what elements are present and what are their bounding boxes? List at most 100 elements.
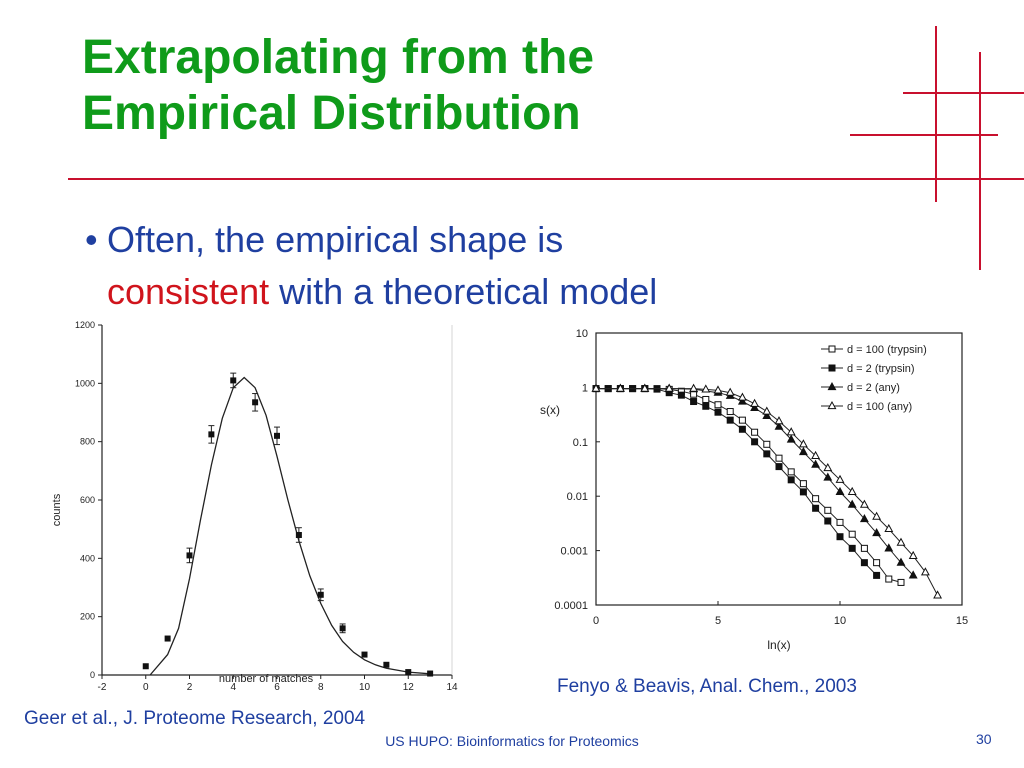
data-point	[252, 399, 259, 406]
series-marker	[786, 427, 796, 436]
series-marker	[896, 537, 906, 546]
x-tick-label: 4	[230, 682, 236, 693]
data-point	[295, 532, 302, 538]
series-marker	[896, 557, 906, 566]
series-marker	[714, 408, 722, 416]
data-point	[361, 651, 368, 658]
series-marker	[798, 446, 808, 456]
x-tick-label: 10	[834, 615, 846, 627]
page-number: 30	[976, 731, 992, 747]
y-tick-label: 0.001	[560, 546, 588, 558]
y-tick-label: 0.1	[573, 437, 588, 449]
series-marker	[762, 410, 772, 419]
slide-footer: US HUPO: Bioinformatics for Proteomics	[385, 733, 639, 749]
series-marker	[920, 567, 930, 576]
bullet-line-2: consistent with a theoretical model	[107, 266, 845, 318]
series-marker	[762, 406, 772, 415]
series-marker	[848, 530, 856, 538]
x-tick-label: 0	[593, 615, 599, 627]
deco-horizontal-line-2	[850, 134, 998, 136]
series-marker	[812, 504, 820, 512]
series-marker	[873, 571, 881, 579]
data-point	[208, 431, 215, 438]
series-marker	[828, 364, 836, 372]
y-tick-label: 1000	[75, 378, 95, 388]
series-marker	[859, 514, 869, 523]
data-point	[164, 635, 171, 642]
deco-vertical-line-2	[979, 52, 981, 270]
y-tick-label: 0	[90, 670, 95, 680]
series-marker	[933, 590, 943, 599]
y-tick-label: 600	[80, 495, 95, 505]
series-marker	[751, 428, 759, 436]
legend-label: d = 100 (any)	[847, 401, 912, 413]
y-tick-label: 400	[80, 553, 95, 563]
series-marker	[860, 559, 868, 567]
series-marker	[690, 398, 698, 406]
series-marker	[885, 575, 893, 583]
series-marker	[847, 499, 857, 508]
emphasis-word: consistent	[107, 271, 270, 312]
series-marker	[713, 385, 723, 394]
data-point	[427, 670, 434, 677]
slide-title-line-2: Empirical Distribution	[82, 87, 581, 140]
series-marker	[848, 544, 856, 552]
series-marker	[873, 559, 881, 567]
series-marker	[701, 384, 711, 393]
series-marker	[835, 486, 845, 495]
y-tick-label: 200	[80, 612, 95, 622]
y-tick-labels: 0.0001 0.001 0.01 0.1 1 10	[554, 328, 600, 612]
x-tick-labels: -2 0 2 4 6 8 10 12 14	[98, 675, 458, 693]
series-group	[591, 383, 943, 599]
series-line	[596, 388, 902, 583]
series-marker	[774, 421, 784, 430]
series-marker	[787, 476, 795, 484]
series-marker	[836, 518, 844, 526]
slide-title-line-1: Extrapolating from the	[82, 31, 595, 84]
series-marker	[751, 438, 759, 446]
y-axis-label: counts	[51, 493, 63, 526]
series-marker	[823, 472, 833, 481]
series-marker	[689, 383, 699, 392]
bullet-marker: •	[85, 219, 98, 260]
plot-frame	[595, 332, 963, 606]
series-marker	[726, 416, 734, 424]
series-marker	[836, 533, 844, 541]
series-marker	[872, 511, 882, 520]
series-marker	[812, 495, 820, 503]
y-tick-label: 1	[582, 382, 588, 394]
series-marker	[775, 454, 783, 462]
data-point	[317, 591, 324, 598]
y-tick-label: 800	[80, 437, 95, 447]
bullet-line-1: Often, the empirical shape is	[107, 219, 564, 260]
series-marker	[725, 387, 735, 396]
series-marker	[775, 463, 783, 471]
y-tick-label: 0.01	[567, 491, 588, 503]
series-marker	[847, 486, 857, 495]
series-marker	[615, 383, 625, 392]
x-tick-label: 6	[274, 682, 280, 693]
series-marker	[714, 401, 722, 409]
data-point	[230, 377, 237, 384]
y-tick-labels: 0 200 400 600 800 1000 1200	[75, 320, 102, 680]
series-marker	[774, 416, 784, 425]
data-series	[592, 385, 905, 586]
series-marker	[763, 450, 771, 458]
series-marker	[872, 528, 882, 537]
x-tick-label: 15	[956, 615, 968, 627]
data-point	[142, 663, 149, 670]
legend-label: d = 2 (trypsin)	[847, 363, 915, 375]
x-tick-label: 2	[187, 682, 193, 693]
series-marker	[677, 391, 685, 399]
series-line	[596, 388, 939, 596]
data-series	[591, 383, 918, 579]
series-marker	[664, 383, 674, 392]
x-tick-label: -2	[98, 682, 107, 693]
x-tick-label: 14	[446, 682, 458, 693]
series-marker	[702, 402, 710, 410]
deco-vertical-line-1	[935, 26, 937, 202]
series-marker	[591, 383, 601, 392]
fit-curve	[149, 376, 431, 676]
series-marker	[653, 385, 661, 393]
